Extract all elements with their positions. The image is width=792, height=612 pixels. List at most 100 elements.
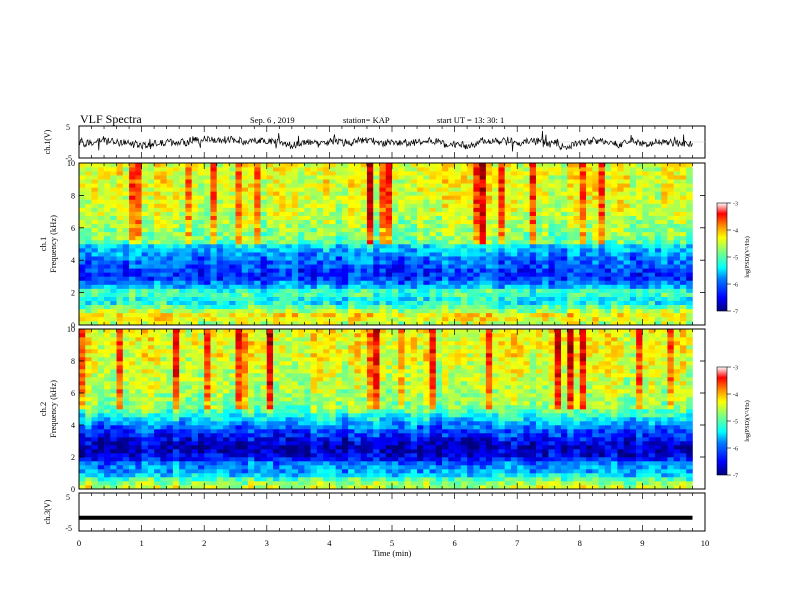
spectrogram-cell [129,389,136,394]
spectrogram-cell [654,231,662,237]
spectrogram-cell [179,413,186,418]
spectrogram-cell [110,215,117,220]
spectrogram-cell [554,292,562,297]
spectrogram-cell [561,316,568,322]
spectrogram-cell [235,171,243,176]
spectrogram-cell [279,244,286,249]
spectrogram-cell [116,357,124,362]
spectrogram-cell [373,256,380,261]
spectrogram-cell [423,207,430,212]
spectrogram-cell [179,296,186,301]
spectrogram-cell [523,219,531,225]
spectrogram-cell [166,485,174,490]
spectrogram-cell [291,183,299,188]
spectrogram-cell [97,341,105,346]
spectrogram-cell [567,167,574,172]
spectrogram-cell [166,401,174,406]
spectrogram-cell [542,183,549,188]
spectrogram-cell [611,167,618,172]
spectrogram-cell [241,284,249,289]
spectrogram-cell [448,207,455,212]
spectrogram-cell [648,288,656,293]
spectrogram-cell [79,280,86,285]
spectrogram-cell [154,207,161,212]
spectrogram-cell [667,235,674,241]
spectrogram-cell [548,191,556,196]
spectrogram-cell [235,417,243,422]
spectrogram-cell [273,300,280,306]
spectrogram-cell [316,187,324,192]
spectrogram-cell [417,296,424,301]
spectrogram-cell [185,248,192,253]
spectrogram-cell [661,312,668,318]
spectrogram-cell [160,231,167,237]
spectrogram-cell [467,219,474,225]
spectrogram-cell [85,481,92,486]
spectrogram-cell [473,268,480,273]
spectrogram-cell [191,308,199,314]
spectrogram-cell [85,227,92,233]
spectrogram-cell [592,187,599,192]
spectrogram-cell [341,195,349,200]
spectrogram-cell [216,337,224,342]
spectrogram-cell [248,171,255,176]
spectrogram-cell [197,304,205,310]
spectrogram-cell [442,203,449,208]
spectrogram-cell [510,276,518,281]
start-ut-label: start UT = 13: 30: 1 [437,115,504,125]
spectrogram-cell [185,163,192,168]
spectrogram-cell [661,300,668,306]
spectrogram-cell [567,199,574,204]
spectrogram-cell [216,385,224,390]
spectrogram-cell [410,296,418,301]
spectrogram-cell [673,256,681,261]
spectrogram-cell [141,316,149,322]
spectrogram-cell [498,179,505,184]
spectrogram-cell [110,308,117,314]
spectrogram-cell [504,175,512,180]
spectrogram-cell [435,239,443,245]
spectrogram-cell [467,235,474,241]
spectrogram-cell [379,203,387,208]
spectrogram-cell [542,175,549,180]
spectrogram-cell [673,167,681,172]
spectrogram-cell [248,179,255,184]
spectrogram-cell [598,292,606,297]
colorbar-tick-label: -6 [733,283,738,289]
spectrogram-cell [166,481,174,486]
spectrogram-cell [548,227,556,233]
spectrogram-cell [323,207,330,212]
spectrogram-cell [147,385,155,390]
spectrogram-cell [79,312,86,318]
spectrogram-cell [316,175,324,180]
spectrogram-cell [429,227,437,233]
spectrogram-cell [104,167,111,172]
spectrogram-cell [373,272,380,277]
spectrogram-cell [216,361,224,366]
spectrogram-cell [366,304,374,310]
spectrogram-cell [460,320,468,326]
spectrogram-cell [154,175,161,180]
spectrogram-cell [154,215,161,220]
spectrogram-cell [510,199,518,204]
spectrogram-cell [329,163,336,168]
spectrogram-cell [179,369,186,374]
spectrogram-cell [523,312,531,318]
spectrogram-cell [498,231,505,237]
spectrogram-cell [417,252,424,257]
spectrogram-cell [373,268,380,273]
spectrogram-cell [260,175,268,180]
spectrogram-cell [385,227,393,233]
spectrogram-cell [304,272,311,277]
spectrogram-cell [360,256,368,261]
spectrogram-cell [273,252,280,257]
spectrogram-cell [429,179,437,184]
spectrogram-cell [586,264,593,269]
spectrogram-cell [185,457,192,462]
spectrogram-cell [354,288,361,293]
spectrogram-cell [467,179,474,184]
spectrogram-cell [354,235,361,241]
spectrogram-cell [492,264,499,269]
spectrogram-cell [454,195,462,200]
spectrogram-cell [166,353,174,358]
